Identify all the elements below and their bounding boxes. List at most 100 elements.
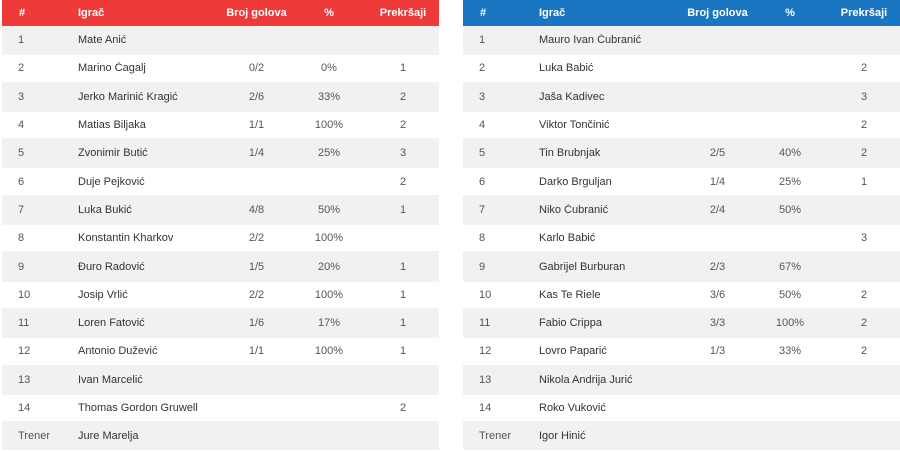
percent-value: 100% — [314, 119, 344, 132]
table-row: 3 Jerko Marinić Kragić 2/6 33% 2 — [2, 82, 439, 111]
away-team-table: # Igrač Broj golova % Prekršaji 1 Mauro I… — [463, 0, 900, 451]
player-name: Jaša Kadivec — [539, 90, 605, 103]
table-row: 9 Đuro Radović 1/5 20% 1 — [2, 252, 439, 281]
fouls-value: 1 — [860, 175, 868, 188]
percent-value: 25% — [778, 175, 802, 188]
player-number: 5 — [479, 147, 486, 160]
fouls-value: 3 — [860, 90, 868, 103]
goals-value: 1/3 — [709, 345, 726, 358]
fouls-value: 2 — [860, 345, 868, 358]
player-number: 11 — [18, 317, 30, 330]
table-row: 6 Duje Pejković 2 — [2, 167, 439, 196]
fouls-value: 2 — [860, 62, 868, 75]
player-name: Luka Bukić — [78, 203, 132, 216]
player-number: Trener — [479, 430, 511, 443]
player-name: Loren Fatović — [78, 317, 145, 330]
fouls-value: 1 — [399, 317, 407, 330]
table-row: 9 Gabrijel Burburan 2/3 67% — [463, 252, 900, 281]
header-fouls: Prekršaji — [840, 7, 888, 19]
goals-value: 1/5 — [248, 260, 265, 273]
table-row: 4 Matias Biljaka 1/1 100% 2 — [2, 110, 439, 140]
goals-value: 3/3 — [709, 317, 726, 330]
table-row: 1 Mate Anić — [2, 26, 439, 55]
fouls-value: 2 — [399, 175, 407, 188]
table-row: 2 Luka Babić 2 — [463, 54, 900, 83]
fouls-value: 1 — [399, 203, 407, 216]
table-row: Trener Igor Hinić — [463, 422, 900, 451]
player-name: Fabio Crippa — [539, 317, 602, 330]
percent-value: 17% — [317, 317, 341, 330]
player-number: 4 — [18, 119, 25, 132]
player-name: Duje Pejković — [78, 175, 145, 188]
goals-value: 4/8 — [248, 203, 265, 216]
table-row: 11 Loren Fatović 1/6 17% 1 — [2, 308, 439, 338]
player-name: Jure Marelja — [78, 430, 139, 443]
percent-value: 50% — [778, 203, 802, 216]
table-row: 6 Darko Brguljan 1/4 25% 1 — [463, 167, 900, 196]
table-row: 14 Roko Vuković — [463, 393, 900, 423]
player-name: Mate Anić — [78, 34, 127, 47]
player-number: 8 — [18, 232, 25, 245]
player-number: 13 — [18, 373, 31, 386]
percent-value: 50% — [778, 288, 802, 301]
player-number: 11 — [479, 317, 491, 330]
player-name: Josip Vrlić — [78, 288, 128, 301]
player-number: 12 — [479, 345, 492, 358]
goals-value: 2/2 — [248, 232, 265, 245]
fouls-value: 2 — [860, 119, 868, 132]
player-number: 14 — [479, 402, 492, 414]
fouls-value: 2 — [860, 317, 868, 330]
header-goals: Broj golova — [226, 7, 287, 19]
table-row: 1 Mauro Ivan Čubranić — [463, 26, 900, 55]
table-row: 12 Lovro Paparić 1/3 33% 2 — [463, 337, 900, 366]
player-number: 6 — [479, 175, 486, 188]
player-number: 9 — [18, 260, 25, 273]
table-row: 7 Niko Čubranić 2/4 50% — [463, 195, 900, 225]
player-number: 3 — [18, 90, 25, 103]
player-number: 7 — [18, 203, 25, 216]
goals-value: 2/2 — [248, 288, 265, 301]
table-row: 8 Karlo Babić 3 — [463, 224, 900, 253]
header-percent: % — [324, 7, 334, 19]
table-row: 12 Antonio Dužević 1/1 100% 1 — [2, 337, 439, 366]
percent-value: 33% — [778, 345, 802, 358]
player-number: 5 — [18, 147, 25, 160]
player-name: Jerko Marinić Kragić — [78, 90, 178, 103]
player-name: Roko Vuković — [539, 402, 606, 414]
player-number: Trener — [18, 430, 50, 443]
table-row: 8 Konstantin Kharkov 2/2 100% — [2, 224, 439, 253]
player-name: Ivan Marcelić — [78, 373, 143, 386]
table-row: 4 Viktor Tončinić 2 — [463, 110, 900, 140]
fouls-value: 2 — [860, 147, 868, 160]
player-name: Darko Brguljan — [539, 175, 612, 188]
header-percent: % — [785, 7, 795, 19]
player-number: 2 — [18, 62, 25, 75]
player-number: 1 — [479, 34, 486, 47]
percent-value: 50% — [317, 203, 341, 216]
player-name: Gabrijel Burburan — [539, 260, 626, 273]
player-number: 7 — [479, 203, 486, 216]
player-name: Marino Čagalj — [78, 62, 146, 75]
player-number: 3 — [479, 90, 486, 103]
table-row: 5 Zvonimir Butić 1/4 25% 3 — [2, 139, 439, 168]
percent-value: 100% — [314, 232, 344, 245]
player-name: Tin Brubnjak — [539, 147, 601, 160]
player-name: Kas Te Riele — [539, 288, 601, 301]
fouls-value: 2 — [399, 119, 407, 132]
goals-value: 1/4 — [248, 147, 265, 160]
fouls-value: 3 — [860, 232, 868, 245]
home-team-table: # Igrač Broj golova % Prekršaji 1 Mate An… — [2, 0, 439, 451]
player-number: 13 — [479, 373, 492, 386]
table-row: 11 Fabio Crippa 3/3 100% 2 — [463, 308, 900, 338]
player-number: 6 — [18, 175, 25, 188]
player-name: Mauro Ivan Čubranić — [539, 34, 642, 47]
home-table-body: 1 Mate Anić 2 Marino Čagalj 0/2 0% 1 3 Jerko Mar… — [2, 26, 439, 451]
fouls-value: 2 — [399, 90, 407, 103]
table-row: 7 Luka Bukić 4/8 50% 1 — [2, 195, 439, 225]
goals-value: 2/3 — [709, 260, 726, 273]
away-table-body: 1 Mauro Ivan Čubranić 2 Luka Babić 2 3 Jaša Ka… — [463, 26, 900, 451]
player-number: 9 — [479, 260, 486, 273]
player-name: Matias Biljaka — [78, 119, 146, 132]
player-number: 12 — [18, 345, 31, 358]
table-row: 5 Tin Brubnjak 2/5 40% 2 — [463, 139, 900, 168]
